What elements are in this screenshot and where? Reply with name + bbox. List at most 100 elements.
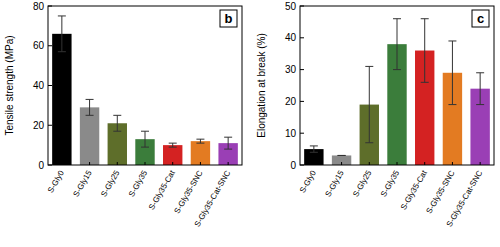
y-tick-label: 0 [38,160,44,171]
panel-label: b [225,11,233,26]
error-bar [224,137,232,149]
error-cap [365,66,373,67]
x-tick [172,162,173,165]
error-bar [169,143,177,147]
y-tick-label: 30 [285,64,297,75]
x-tick-label: S-Gly25 [99,168,122,198]
y-tick-label: 20 [285,96,297,107]
error-stem [145,131,146,147]
error-bar [58,16,66,52]
y-tick-label: 20 [33,120,45,131]
x-tick [61,162,62,165]
panel-label-box [472,10,489,27]
error-stem [452,41,453,105]
error-cap [113,115,121,116]
error-cap [141,147,149,148]
error-bar [393,19,401,70]
error-cap [338,155,346,156]
x-tick-label: S-Gly35-Cat-SNC [193,169,233,229]
error-cap [113,131,121,132]
y-tick-label: 50 [285,1,297,12]
error-stem [89,99,90,115]
y-tick-label: 40 [285,32,297,43]
error-stem [117,115,118,131]
error-stem [424,19,425,83]
error-cap [421,18,429,19]
x-tick-label: S-Gly15 [71,168,94,198]
y-tick-label: 60 [33,40,45,51]
error-cap [338,155,346,156]
bar [163,145,182,165]
chart-panel: 01020304050S-Gly0S-Gly15S-Gly25S-Gly35S-… [256,1,494,229]
error-cap [58,51,66,52]
error-cap [169,143,177,144]
error-stem [228,137,229,149]
x-tick-label: S-Gly35-SNC [173,169,205,216]
bar [80,107,99,165]
y-tick [48,6,52,7]
x-tick-label: S-Gly35 [379,168,402,198]
bar [191,141,210,165]
error-stem [200,139,201,143]
error-cap [421,82,429,83]
y-tick [300,69,304,70]
error-cap [224,137,232,138]
y-axis-label: Elongation at break (%) [256,33,267,138]
error-cap [196,139,204,140]
error-cap [448,40,456,41]
x-tick-label: S-Gly15 [323,168,346,198]
error-cap [86,99,94,100]
y-tick [300,6,304,7]
error-bar [86,99,94,115]
error-cap [141,131,149,132]
x-tick [397,162,398,165]
error-cap [196,143,204,144]
y-tick [300,37,304,38]
x-tick-label: S-Gly0 [298,168,318,194]
error-bar [448,41,456,105]
error-cap [476,104,484,105]
y-tick [48,165,52,166]
y-tick [300,165,304,166]
x-tick [313,162,314,165]
x-tick-label: S-Gly35-Cat-SNC [445,169,485,229]
error-stem [172,143,173,147]
error-cap [310,152,318,153]
y-tick-label: 10 [285,128,297,139]
error-cap [365,142,373,143]
y-tick [300,101,304,102]
x-tick [369,162,370,165]
error-cap [169,147,177,148]
x-tick [200,162,201,165]
error-cap [310,145,318,146]
x-tick [341,162,342,165]
plot-frame [300,6,494,165]
y-tick-label: 0 [290,160,296,171]
panel-label: c [477,11,484,26]
x-tick [452,162,453,165]
x-tick-label: S-Gly35-Cat [399,168,429,211]
y-tick [48,45,52,46]
error-bar [365,66,373,142]
panel-label-box [220,10,237,27]
error-cap [393,69,401,70]
x-tick [228,162,229,165]
error-cap [393,18,401,19]
error-bar [310,146,318,152]
error-bar [338,155,346,156]
x-tick-label: S-Gly0 [46,168,66,194]
y-tick [48,85,52,86]
error-cap [224,149,232,150]
error-cap [58,15,66,16]
error-bar [141,131,149,147]
y-tick-label: 40 [33,80,45,91]
bars [304,19,490,165]
x-tick [424,162,425,165]
x-tick [117,162,118,165]
y-tick [300,133,304,134]
x-tick-label: S-Gly35 [127,168,150,198]
y-tick-label: 80 [33,1,45,12]
error-bar [196,139,204,143]
error-stem [480,73,481,105]
error-bar [421,19,429,83]
